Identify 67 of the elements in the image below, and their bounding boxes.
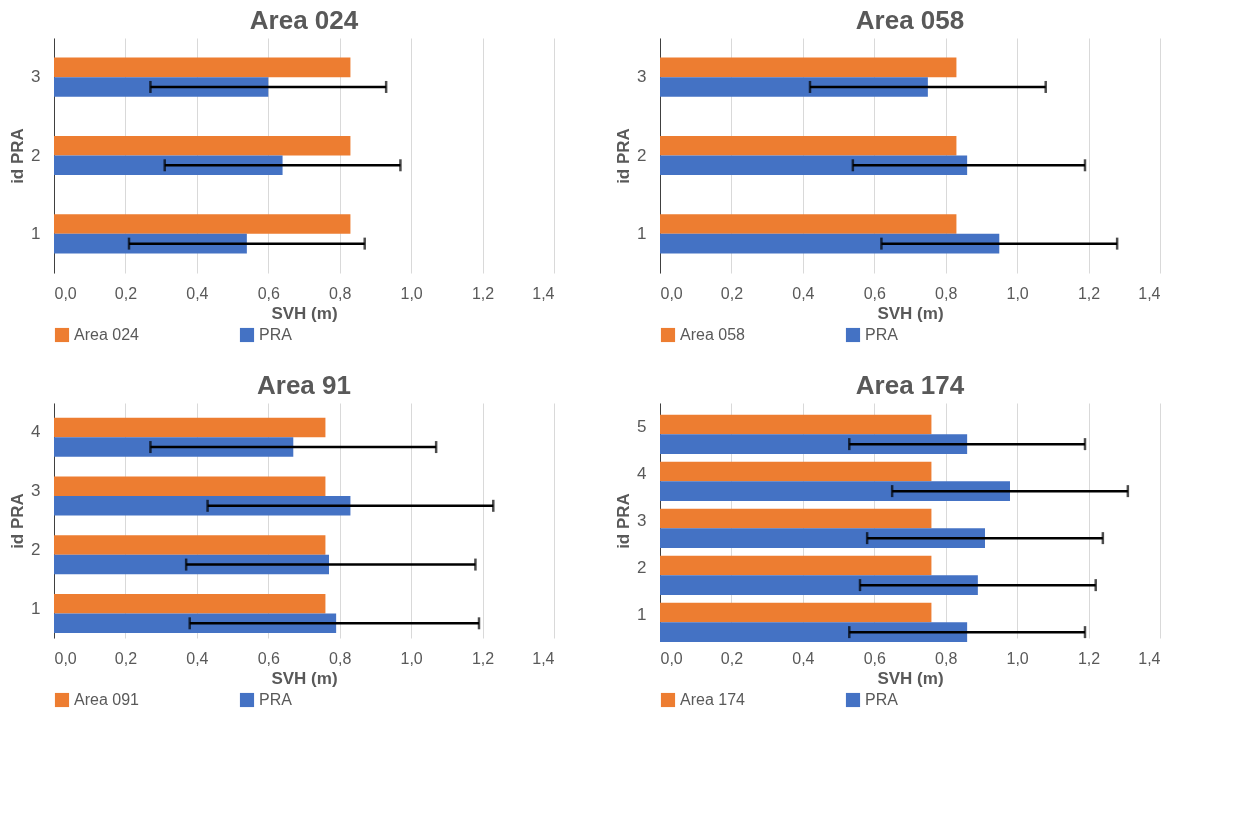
x-tick-label: 0,8 [935, 284, 958, 302]
x-tick-label: 0,8 [329, 284, 352, 302]
chart-title: Area 91 [257, 370, 351, 400]
x-tick-label: 1,2 [1077, 649, 1101, 667]
y-axis-title: id PRA [8, 128, 28, 184]
legend-label: Area 024 [74, 326, 140, 343]
y-tick-label: 2 [31, 539, 41, 559]
x-tick-label: 1,2 [1077, 284, 1101, 302]
x-tick-label: 0,0 [660, 649, 683, 667]
y-tick-label: 4 [637, 463, 647, 483]
y-tick-label: 3 [31, 67, 41, 87]
x-axis-title: SVH (m) [877, 668, 944, 688]
x-axis-title: SVH (m) [271, 668, 338, 688]
chart-title: Area 024 [249, 5, 359, 35]
x-tick-label: 0,8 [329, 649, 352, 667]
x-tick-label: 1,4 [532, 649, 555, 667]
x-tick-label: 0,8 [935, 649, 958, 667]
y-tick-label: 1 [637, 223, 647, 243]
y-axis-title: id PRA [614, 493, 634, 549]
chart-title: Area 174 [855, 370, 965, 400]
y-tick-label: 2 [637, 145, 647, 165]
x-tick-label: 1,4 [1138, 649, 1161, 667]
x-tick-label: 1,2 [471, 284, 495, 302]
x-tick-label: 0,2 [720, 649, 744, 667]
x-tick-label: 0,2 [114, 649, 138, 667]
x-tick-label: 0,0 [660, 284, 683, 302]
y-tick-label: 3 [637, 67, 647, 87]
y-tick-label: 5 [637, 416, 647, 436]
x-tick-label: 0,6 [257, 649, 280, 667]
legend-label: Area 174 [680, 691, 746, 708]
x-tick-label: 0,2 [114, 284, 138, 302]
y-tick-label: 2 [637, 557, 647, 577]
x-tick-label: 1,0 [1006, 649, 1029, 667]
legend-label: PRA [865, 326, 899, 343]
x-tick-label: 0,4 [186, 284, 209, 302]
x-tick-label: 0,4 [792, 649, 815, 667]
y-axis-title: id PRA [614, 128, 634, 184]
y-tick-label: 1 [31, 598, 41, 618]
x-tick-label: 1,0 [400, 284, 423, 302]
x-tick-label: 0,0 [54, 284, 77, 302]
x-tick-label: 0,6 [863, 284, 886, 302]
x-tick-label: 0,2 [720, 284, 744, 302]
y-axis-title: id PRA [8, 493, 28, 549]
legend-label: PRA [259, 326, 293, 343]
legend-label: PRA [865, 691, 899, 708]
x-tick-label: 1,4 [1138, 284, 1161, 302]
legend-label: Area 091 [74, 691, 140, 708]
y-tick-label: 1 [31, 223, 41, 243]
y-tick-label: 3 [31, 481, 41, 501]
y-tick-label: 4 [31, 422, 41, 442]
y-tick-label: 1 [637, 604, 647, 624]
x-axis-title: SVH (m) [877, 303, 944, 323]
x-tick-label: 0,4 [186, 649, 209, 667]
chart-title: Area 058 [855, 5, 965, 35]
legend-label: Area 058 [680, 326, 746, 343]
legend-label: PRA [259, 691, 293, 708]
x-tick-label: 1,0 [400, 649, 423, 667]
y-tick-label: 2 [31, 145, 41, 165]
x-tick-label: 0,6 [257, 284, 280, 302]
x-axis-title: SVH (m) [271, 303, 338, 323]
x-tick-label: 0,4 [792, 284, 815, 302]
x-tick-label: 0,0 [54, 649, 77, 667]
y-tick-label: 3 [637, 510, 647, 530]
x-tick-label: 0,6 [863, 649, 886, 667]
x-tick-label: 1,2 [471, 649, 495, 667]
x-tick-label: 1,0 [1006, 284, 1029, 302]
x-tick-label: 1,4 [532, 284, 555, 302]
